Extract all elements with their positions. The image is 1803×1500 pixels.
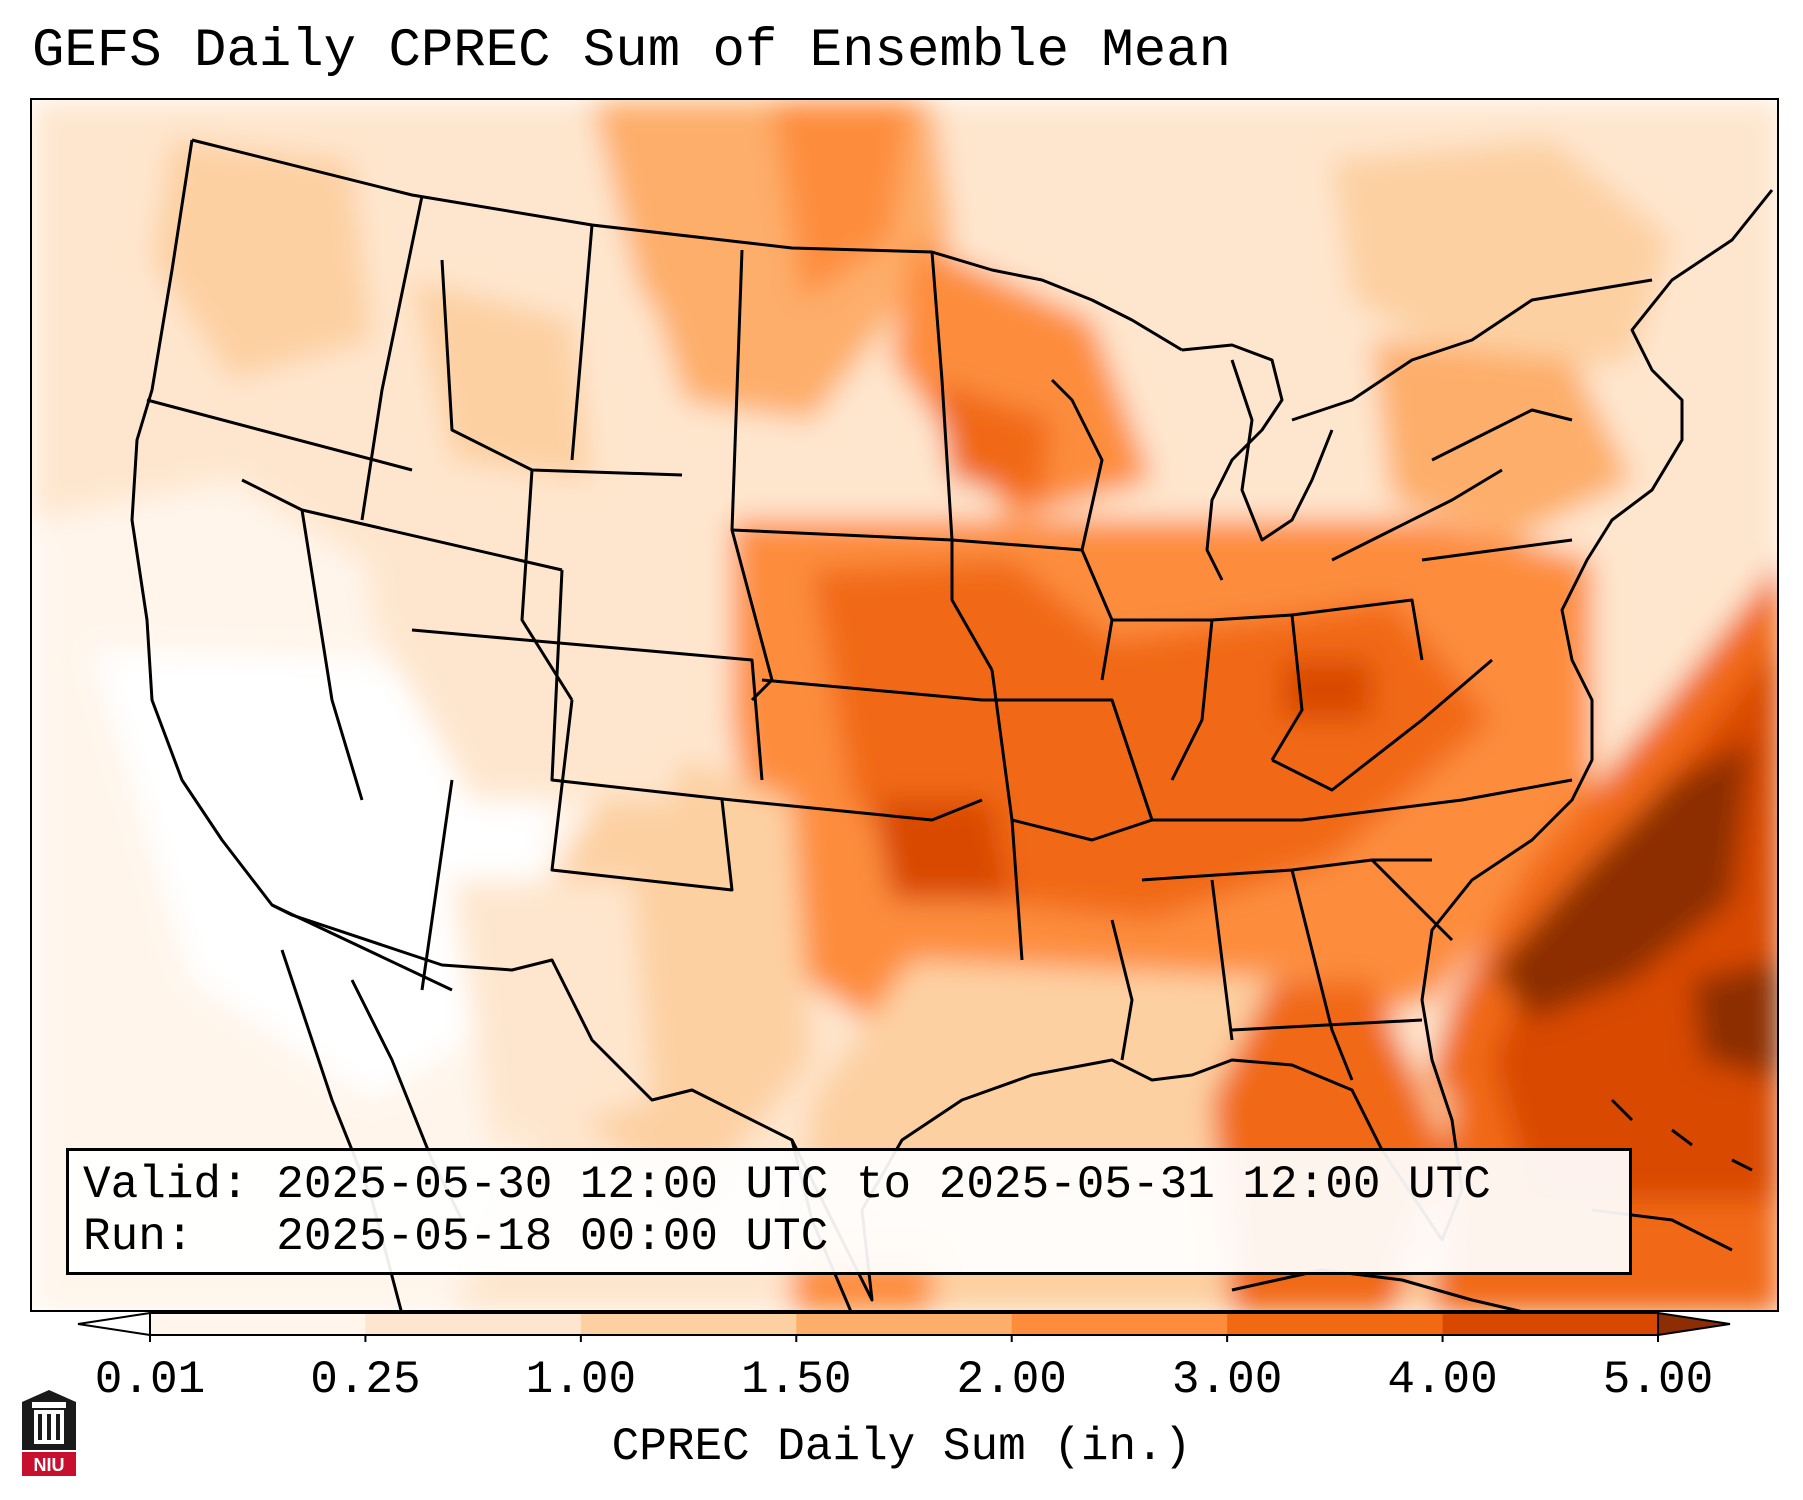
colorbar-segment [150,1313,366,1335]
colorbar-tick-label: 5.00 [1602,1354,1714,1406]
colorbar-segment [365,1313,582,1335]
colorbar-segment [1227,1313,1444,1335]
colorbar-tick-label: 1.50 [741,1354,852,1406]
colorbar-tick-label: 0.01 [94,1354,206,1406]
run-label: Run: [83,1211,194,1263]
valid-value: 2025-05-30 12:00 UTC to 2025-05-31 12:00… [276,1159,1491,1211]
validity-info-box: Valid: 2025-05-30 12:00 UTC to 2025-05-3… [66,1148,1632,1275]
run-value: 2025-05-18 00:00 UTC [276,1211,829,1263]
colorbar-segment [1011,1313,1228,1335]
colorbar-tick-label: 0.25 [310,1354,421,1406]
colorbar-tick-label: 2.00 [956,1354,1067,1406]
niu-logo: NIU [22,1390,76,1476]
colorbar [77,1312,1731,1342]
colorbar-extend-max [1658,1313,1730,1335]
colorbar-segment [1442,1313,1659,1335]
colorbar-tick-label: 3.00 [1171,1354,1283,1406]
colorbar-ticks [149,1335,1659,1342]
colorbar-tick-label: 1.00 [525,1354,637,1406]
valid-line: Valid: 2025-05-30 12:00 UTC to 2025-05-3… [83,1159,1629,1211]
valid-label: Valid: [83,1159,249,1211]
colorbar-extend-min [78,1313,150,1335]
colorbar-label: CPREC Daily Sum (in.) [611,1421,1192,1473]
colorbar-segment [580,1313,797,1335]
precipitation-map[interactable] [30,98,1779,1312]
map-title: GEFS Daily CPREC Sum of Ensemble Mean [32,21,1231,82]
run-line: Run: 2025-05-18 00:00 UTC [83,1211,1629,1263]
niu-logo-text: NIU [34,1455,65,1475]
colorbar-segments [78,1313,1730,1335]
colorbar-segment [796,1313,1013,1335]
map-canvas [32,100,1777,1310]
precip-field [32,100,1777,1310]
colorbar-tick-label: 4.00 [1387,1354,1498,1406]
